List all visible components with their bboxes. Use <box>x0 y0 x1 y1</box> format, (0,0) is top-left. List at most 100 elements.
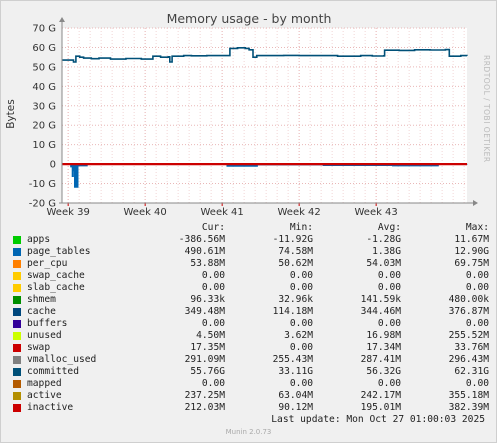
legend-avg-value: 16.98M <box>366 330 401 341</box>
legend-series-name: swap_cache <box>27 270 85 281</box>
legend-swatch <box>13 236 21 244</box>
y-tick-label: 60 G <box>32 43 56 54</box>
legend-swatch <box>13 356 21 364</box>
y-axis-arrow <box>59 17 65 22</box>
legend-row-unused: unused 4.50M 3.62M 16.98M 255.52M <box>12 330 490 342</box>
legend-swatch <box>13 260 21 268</box>
legend-avg-value: -1.28G <box>366 234 401 245</box>
legend-swatch <box>13 332 21 340</box>
legend-series-name: buffers <box>27 318 68 329</box>
legend-row-per-cpu: per_cpu 53.88M 50.62M 54.03M 69.75M <box>12 258 490 270</box>
legend-swatch <box>13 404 21 412</box>
x-tick-label: Week 42 <box>277 207 320 218</box>
legend-avg-value: 1.38G <box>372 246 401 257</box>
legend-cur-value: 349.48M <box>184 306 225 317</box>
legend-max-value: 382.39M <box>448 402 489 413</box>
x-tick-label: Week 39 <box>47 207 90 218</box>
legend-cur-value: -386.56M <box>178 234 225 245</box>
legend-max-value: 376.87M <box>448 306 489 317</box>
legend-max-value: 355.18M <box>448 390 489 401</box>
legend-series-name: swap <box>27 342 51 353</box>
legend-min-value: 63.04M <box>278 390 313 401</box>
legend-header-max: Max: <box>465 222 489 233</box>
legend-max-value: 62.31G <box>454 366 489 377</box>
x-tick-label: Week 43 <box>354 207 397 218</box>
legend-min-value: 3.62M <box>284 330 313 341</box>
legend-cur-value: 490.61M <box>184 246 225 257</box>
legend-max-value: 255.52M <box>448 330 489 341</box>
legend-min-value: -11.92G <box>272 234 313 245</box>
legend-min-value: 114.18M <box>272 306 313 317</box>
legend-min-value: 33.11G <box>278 366 313 377</box>
legend-min-value: 0.00 <box>289 282 313 293</box>
y-tick-label: 30 G <box>32 101 56 112</box>
legend-header-avg: Avg: <box>377 222 401 233</box>
legend-row-page-tables: page_tables 490.61M 74.58M 1.38G 12.90G <box>12 246 490 258</box>
legend-cur-value: 0.00 <box>201 270 225 281</box>
legend-max-value: 33.76M <box>454 342 489 353</box>
legend-cur-value: 96.33k <box>190 294 225 305</box>
y-tick-label: 40 G <box>32 82 56 93</box>
legend-series-name: shmem <box>27 294 56 305</box>
y-tick-label: 10 G <box>32 140 56 151</box>
legend-row-apps: apps -386.56M -11.92G -1.28G 11.67M <box>12 234 490 246</box>
legend-max-value: 12.90G <box>454 246 489 257</box>
legend-series-name: apps <box>27 234 51 245</box>
legend-cur-value: 237.25M <box>184 390 225 401</box>
legend-series-name: page_tables <box>27 246 91 257</box>
rrdtool-watermark: RRDTOOL / TOBI OETIKER <box>482 55 491 163</box>
legend-avg-value: 54.03M <box>366 258 401 269</box>
legend-row-active: active 237.25M 63.04M 242.17M 355.18M <box>12 390 490 402</box>
legend-avg-value: 0.00 <box>377 318 401 329</box>
legend-row-slab-cache: slab_cache 0.00 0.00 0.00 0.00 <box>12 282 490 294</box>
legend-swatch <box>13 380 21 388</box>
legend-row-buffers: buffers 0.00 0.00 0.00 0.00 <box>12 318 490 330</box>
legend-cur-value: 55.76G <box>190 366 225 377</box>
legend-header-min: Min: <box>289 222 313 233</box>
legend-min-value: 0.00 <box>289 342 313 353</box>
legend-max-value: 0.00 <box>465 270 489 281</box>
legend-avg-value: 141.59k <box>360 294 401 305</box>
legend-swatch <box>13 248 21 256</box>
legend-cur-value: 53.88M <box>190 258 225 269</box>
legend-cur-value: 0.00 <box>201 318 225 329</box>
legend-series-name: slab_cache <box>27 282 85 293</box>
legend-cur-value: 4.50M <box>196 330 225 341</box>
legend-max-value: 0.00 <box>465 282 489 293</box>
legend-series-name: inactive <box>27 402 74 413</box>
legend-series-name: active <box>27 390 62 401</box>
legend-row-vmalloc-used: vmalloc_used 291.09M 255.43M 287.41M 296.43M <box>12 354 490 366</box>
legend-cur-value: 0.00 <box>201 282 225 293</box>
legend-row-shmem: shmem 96.33k 32.96k 141.59k 480.00k <box>12 294 490 306</box>
legend-max-value: 0.00 <box>465 378 489 389</box>
legend-swatch <box>13 320 21 328</box>
legend-series-name: mapped <box>27 378 62 389</box>
legend-swatch <box>13 308 21 316</box>
legend-max-value: 69.75M <box>454 258 489 269</box>
legend-row-committed: committed 55.76G 33.11G 56.32G 62.31G <box>12 366 490 378</box>
legend-series-name: vmalloc_used <box>27 354 97 365</box>
legend-cur-value: 17.35M <box>190 342 225 353</box>
legend-avg-value: 0.00 <box>377 378 401 389</box>
x-tick-label: Week 40 <box>123 207 166 218</box>
legend-max-value: 480.00k <box>448 294 489 305</box>
legend-min-value: 74.58M <box>278 246 313 257</box>
legend-row-swap: swap 17.35M 0.00 17.34M 33.76M <box>12 342 490 354</box>
legend-row-swap-cache: swap_cache 0.00 0.00 0.00 0.00 <box>12 270 490 282</box>
legend-row-mapped: mapped 0.00 0.00 0.00 0.00 <box>12 378 490 390</box>
legend-cur-value: 212.03M <box>184 402 225 413</box>
legend-swatch <box>13 296 21 304</box>
x-tick-label: Week 41 <box>200 207 243 218</box>
legend-min-value: 50.62M <box>278 258 313 269</box>
legend-max-value: 296.43M <box>448 354 489 365</box>
legend-min-value: 255.43M <box>272 354 313 365</box>
y-axis-label: Bytes <box>5 99 17 128</box>
legend-avg-value: 56.32G <box>366 366 401 377</box>
legend-cur-value: 0.00 <box>201 378 225 389</box>
legend-swatch <box>13 284 21 292</box>
legend-avg-value: 17.34M <box>366 342 401 353</box>
legend-series-name: unused <box>27 330 62 341</box>
legend-swatch <box>13 344 21 352</box>
x-axis-arrow <box>473 200 478 206</box>
legend-avg-value: 242.17M <box>360 390 401 401</box>
